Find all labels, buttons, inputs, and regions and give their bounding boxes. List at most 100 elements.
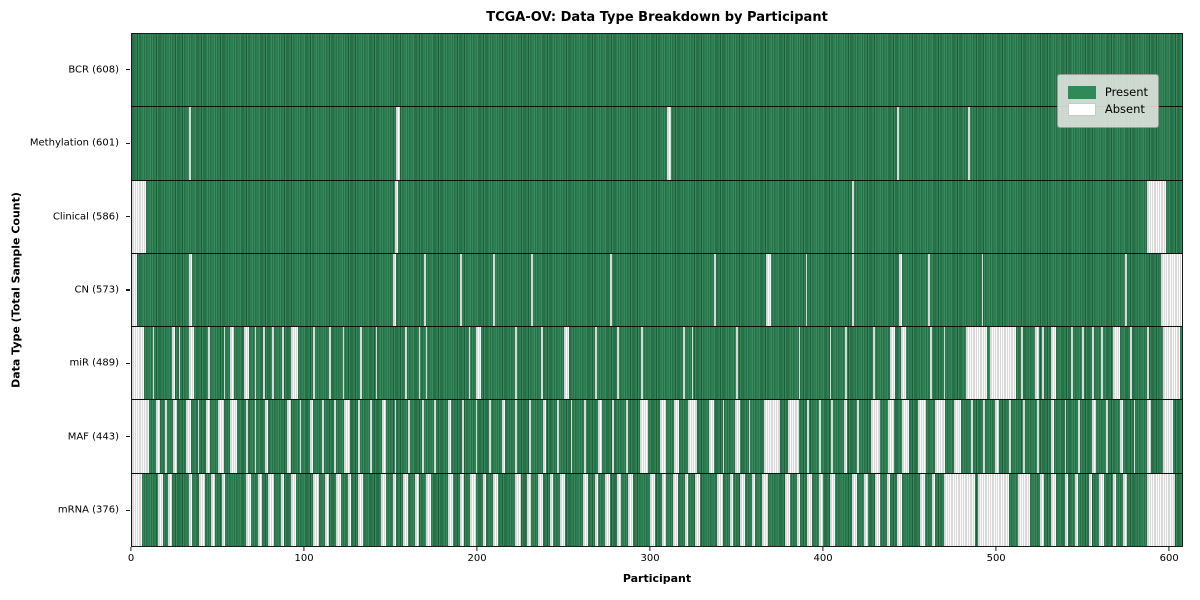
absent-stripe <box>890 327 896 400</box>
absent-stripe <box>207 327 210 400</box>
legend: Present Absent <box>1056 74 1159 128</box>
absent-stripe <box>425 327 428 400</box>
absent-stripe <box>188 107 191 180</box>
absent-stripe <box>919 473 925 546</box>
absent-stripe <box>1050 327 1056 400</box>
absent-stripe <box>434 400 436 473</box>
absent-stripe <box>1123 473 1127 546</box>
absent-stripe <box>530 253 533 327</box>
absent-stripe <box>967 107 970 180</box>
absent-stripe <box>342 327 345 400</box>
legend-label-present: Present <box>1104 85 1148 99</box>
absent-stripe <box>805 253 808 327</box>
absent-stripe <box>370 400 373 473</box>
absent-stripe <box>1161 253 1182 327</box>
absent-stripe <box>762 473 768 546</box>
absent-stripe <box>1130 327 1132 400</box>
absent-stripe <box>448 473 454 546</box>
legend-item-absent: Absent <box>1067 102 1148 117</box>
absent-stripe <box>931 473 936 546</box>
absent-stripe <box>132 473 143 546</box>
absent-stripe <box>807 400 809 473</box>
absent-stripe <box>612 400 614 473</box>
absent-stripe <box>244 327 250 400</box>
absent-stripe <box>852 473 858 546</box>
absent-stripe <box>978 473 1010 546</box>
absent-stripe <box>739 473 746 546</box>
x-tick-mark <box>1168 547 1170 551</box>
absent-stripe <box>299 400 302 473</box>
absent-stripe <box>359 327 362 400</box>
absent-stripe <box>897 107 899 180</box>
absent-stripe <box>468 327 471 400</box>
absent-stripe <box>197 400 200 473</box>
x-tick-mark <box>476 547 478 551</box>
y-tick-mark <box>126 436 130 438</box>
absent-stripe <box>981 253 984 327</box>
absent-stripe <box>394 180 398 253</box>
absent-stripe <box>264 400 269 473</box>
heatmap-row-bcr <box>132 34 1182 108</box>
absent-stripe <box>617 327 619 400</box>
legend-swatch-absent <box>1067 103 1096 117</box>
absent-stripe <box>156 400 160 473</box>
heatmap-row-clinical <box>132 180 1182 254</box>
absent-stripe <box>188 327 195 400</box>
absent-stripe <box>358 400 360 473</box>
absent-stripe <box>734 400 740 473</box>
absent-stripe <box>423 253 426 327</box>
absent-stripe <box>898 253 903 327</box>
absent-stripe <box>313 473 319 546</box>
y-axis: BCR (608) Methylation (601) Clinical (586)… <box>0 33 131 547</box>
absent-stripe <box>1021 327 1024 400</box>
absent-stripe <box>290 473 297 546</box>
absent-stripe <box>1023 400 1025 473</box>
absent-stripe <box>482 473 487 546</box>
absent-stripe <box>1050 400 1055 473</box>
absent-stripe <box>1119 400 1124 473</box>
absent-stripe <box>392 253 397 327</box>
y-tick-label: BCR (608) <box>68 64 119 76</box>
absent-stripe <box>722 400 725 473</box>
absent-stripe <box>230 327 234 400</box>
absent-stripe <box>560 473 566 546</box>
absent-stripe <box>888 400 894 473</box>
absent-stripe <box>529 400 531 473</box>
absent-stripe <box>1064 400 1067 473</box>
y-tick-mark <box>126 69 130 71</box>
absent-stripe <box>1147 473 1176 546</box>
absent-stripe <box>688 400 697 473</box>
absent-stripe <box>1133 400 1136 473</box>
absent-stripe <box>132 327 145 400</box>
absent-stripe <box>271 327 274 400</box>
absent-stripe <box>1099 473 1105 546</box>
absent-stripe <box>541 327 543 400</box>
absent-stripe <box>708 400 714 473</box>
absent-stripe <box>1017 473 1031 546</box>
absent-stripe <box>617 473 621 546</box>
absent-stripe <box>1125 253 1127 327</box>
absent-stripe <box>422 400 424 473</box>
absent-stripe <box>492 253 495 327</box>
absent-stripe <box>845 327 847 400</box>
absent-stripe <box>1147 400 1151 473</box>
absent-stripe <box>230 400 238 473</box>
x-tick-label: 200 <box>467 553 487 564</box>
absent-stripe <box>268 473 274 546</box>
absent-stripe <box>132 180 146 253</box>
absent-stripe <box>335 473 341 546</box>
absent-stripe <box>886 473 891 546</box>
absent-stripe <box>1163 400 1174 473</box>
x-tick-label: 0 <box>127 553 135 564</box>
absent-stripe <box>1064 473 1069 546</box>
absent-stripe <box>874 473 880 546</box>
x-tick-mark <box>130 547 132 551</box>
absent-stripe <box>660 400 666 473</box>
heatmap-row-methylation <box>132 107 1182 181</box>
absent-stripe <box>917 400 927 473</box>
x-axis: 0 100 200 300 400 500 600 <box>127 547 1183 571</box>
x-tick-mark <box>995 547 997 551</box>
absent-stripe <box>470 473 476 546</box>
y-tick-mark <box>126 142 130 144</box>
absent-stripe <box>713 253 716 327</box>
